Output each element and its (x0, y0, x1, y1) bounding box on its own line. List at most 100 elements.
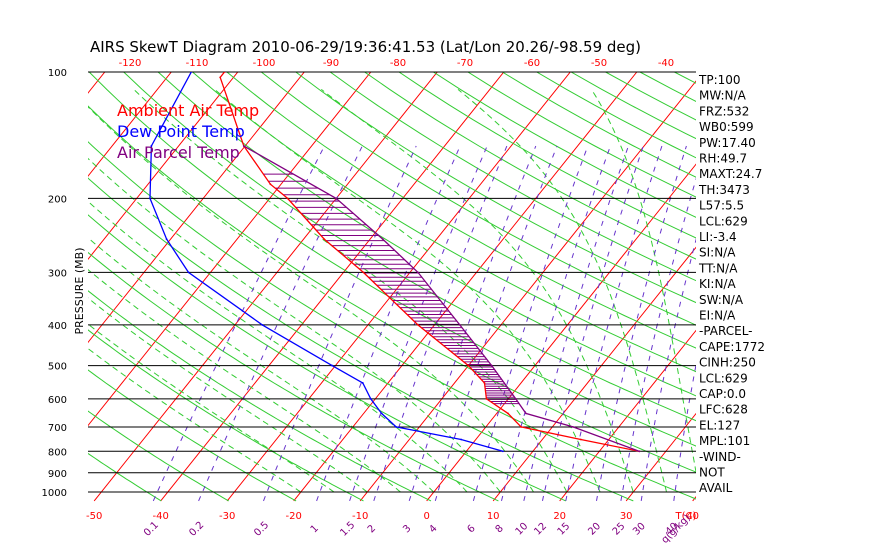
moist-adiabat-line (88, 237, 435, 493)
stability-index-item: PW:17.40 (699, 136, 756, 150)
top-temp-tick-label: -80 (390, 58, 406, 69)
top-temp-tick-label: -100 (253, 58, 276, 69)
ambient-air-temp-point (483, 382, 486, 384)
dry-adiabat-line (260, 72, 696, 326)
dry-adiabat-line (88, 105, 696, 473)
dry-adiabat-line (778, 72, 870, 501)
dry-adiabat-line (88, 290, 432, 502)
y-axis-label: PRESSURE (MB) (73, 248, 86, 335)
top-temp-tick-label: -110 (186, 58, 209, 69)
legend-entry: Dew Point Temp (117, 122, 245, 141)
ambient-air-temp-point (269, 183, 272, 186)
top-temp-tick-label: -70 (457, 58, 473, 69)
isotherm-line (293, 72, 638, 502)
dew-point-temp-point (149, 197, 151, 200)
legend-entry: Ambient Air Temp (117, 101, 259, 120)
dry-adiabat-line (467, 72, 696, 198)
stability-index-item: KI:N/A (699, 277, 736, 291)
mixing-ratio-tick-label: 1 (309, 523, 321, 535)
mixing-ratio-tick-label: 8 (494, 523, 506, 535)
pressure-tick-label: 400 (48, 321, 67, 332)
moist-adiabat-line (88, 106, 534, 493)
dry-adiabat-line (329, 72, 696, 282)
mixing-ratio-tick-label: 4 (427, 523, 439, 535)
isotherm-line (826, 72, 870, 501)
mixing-ratio-tick-label: 12 (532, 521, 549, 538)
stability-index-item: CINH:250 (699, 356, 756, 370)
isotherm-line (359, 80, 696, 502)
stability-index-item: RH:49.7 (699, 152, 747, 166)
isotherm-line (88, 72, 106, 94)
isotherm-line (0, 72, 38, 501)
pressure-tick-label: 800 (48, 447, 67, 458)
dry-adiabat-line (812, 72, 870, 501)
bottom-temp-tick-label: -30 (219, 511, 235, 522)
stability-index-item: LI:-3.4 (699, 230, 737, 244)
moist-adiabat-line (88, 323, 335, 493)
mixing-ratio-line (408, 145, 537, 502)
pressure-tick-label: 200 (48, 194, 67, 205)
profile-lines (149, 72, 641, 453)
dry-adiabat-line (192, 72, 696, 373)
air-parcel-temp-point (514, 397, 517, 400)
pressure-tick-label: 500 (48, 362, 67, 373)
mixing-ratio-line (501, 145, 611, 502)
stability-index-item: LFC:628 (699, 403, 748, 417)
pressure-tick-label: 300 (48, 268, 67, 279)
air-parcel-temp-point (335, 197, 338, 200)
bottom-temp-tick-label: -10 (352, 511, 368, 522)
isotherm-line (492, 246, 696, 502)
dew-point-temp-point (187, 271, 190, 274)
pressure-tick-label: 600 (48, 395, 67, 406)
stability-index-item: WB0:599 (699, 120, 754, 134)
mixing-ratio-tick-label: 2 (366, 523, 378, 535)
moist-adiabat-line (88, 157, 501, 493)
moist-adiabat-line (214, 89, 601, 493)
cape-hatching (263, 173, 520, 405)
mixing-ratio-tick-label: 20 (586, 521, 603, 538)
stability-index-item: NOT (699, 466, 725, 480)
air-parcel-temp-point (638, 450, 641, 453)
mixing-ratio-tick-label: 3 (401, 523, 413, 535)
mixing-ratio-tick-label: 0.2 (187, 520, 206, 539)
moist-adiabat-line (320, 89, 634, 493)
dry-adiabat-line (743, 72, 870, 501)
stability-index-item: L57:5.5 (699, 199, 744, 213)
stability-index-item: MPL:101 (699, 434, 750, 448)
mixing-ratio-tick-label: 0.5 (252, 520, 271, 539)
stability-index-item: -WIND- (699, 450, 741, 464)
ambient-air-temp-point (507, 412, 509, 415)
pressure-tick-label: 700 (48, 423, 67, 434)
bottom-temp-tick-label: 0 (423, 511, 429, 522)
dry-adiabat-line (88, 369, 297, 502)
air-parcel-temp-point (458, 323, 461, 326)
moist-adiabat-line (88, 297, 368, 493)
isotherm-line (88, 72, 172, 177)
mixing-ratio-line (349, 145, 488, 502)
pressure-tick-label: 1000 (42, 488, 67, 499)
isotherm-line (226, 72, 571, 502)
pressure-tick-label: 100 (48, 68, 67, 79)
dry-adiabat-line (398, 72, 696, 239)
mixing-ratio-tick-label: 25 (611, 521, 628, 538)
ambient-air-temp-line (219, 72, 640, 452)
moist-adiabat-line (457, 89, 668, 493)
stability-index-item: SI:N/A (699, 246, 736, 260)
stability-index-item: LCL:629 (699, 371, 748, 385)
isotherm-line (88, 72, 305, 344)
air-parcel-temp-point (490, 364, 493, 367)
dew-point-temp-point (361, 382, 364, 384)
dry-adiabat-line (157, 72, 696, 397)
mixing-ratio-tick-label: 15 (556, 521, 573, 538)
dry-adiabat-line (226, 72, 696, 349)
stability-index-item: TT:N/A (698, 261, 738, 275)
dew-point-temp-point (165, 238, 168, 241)
dry-adiabat-line (88, 329, 364, 502)
dew-point-temp-point (261, 323, 264, 326)
ambient-air-temp-point (362, 271, 365, 274)
top-temp-tick-label: -40 (658, 58, 674, 69)
stability-index-item: MAXT:24.7 (699, 167, 762, 181)
top-temp-tick-label: -60 (524, 58, 540, 69)
stability-index-item: CAPE:1772 (699, 340, 765, 354)
